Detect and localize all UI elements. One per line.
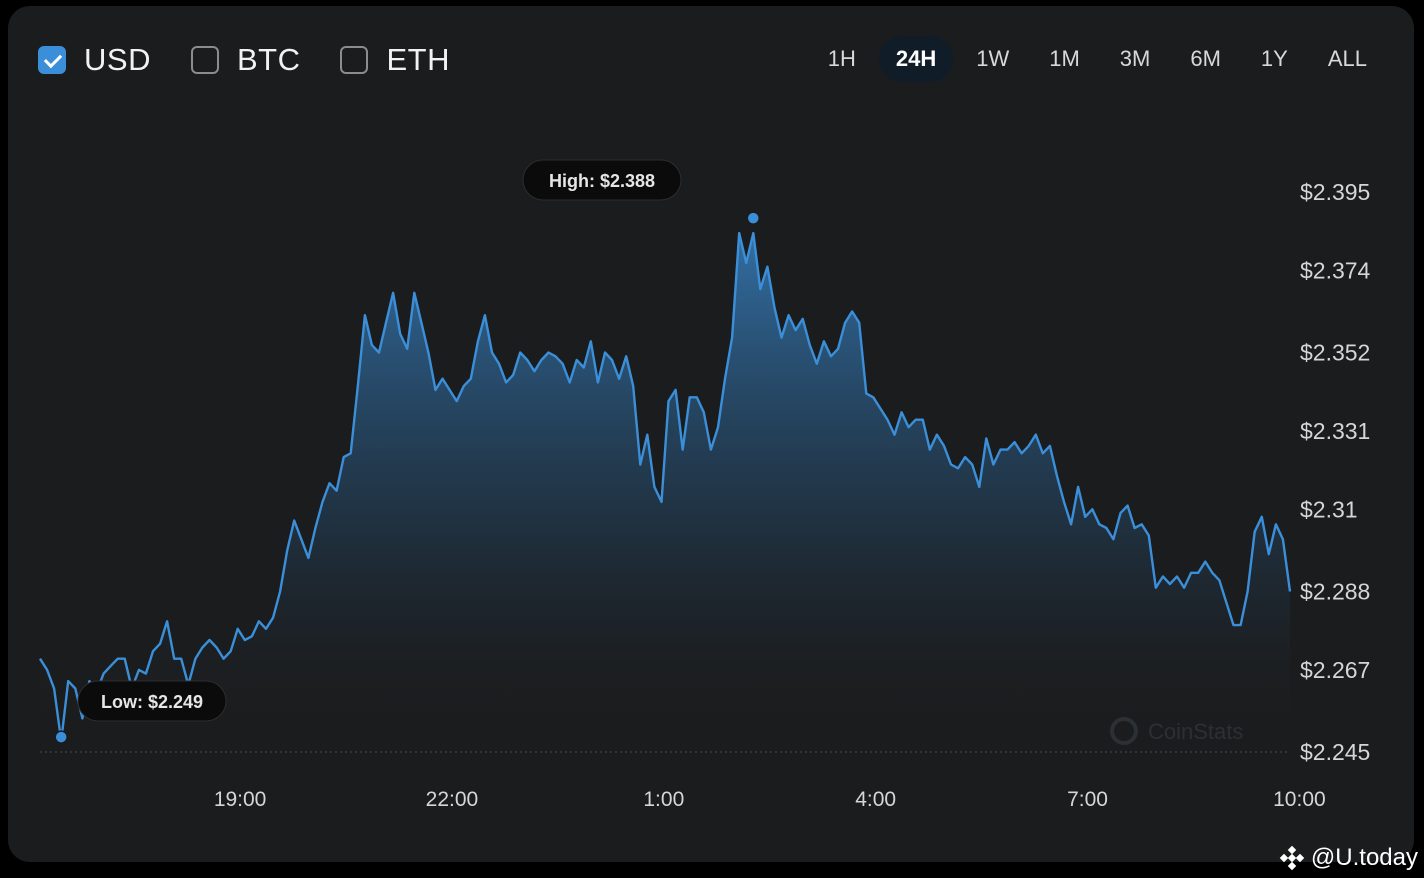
price-area-chart[interactable]: CoinStats $2.395$2.374$2.352$2.331$2.31$… (8, 6, 1414, 862)
checkbox-eth[interactable] (340, 46, 369, 74)
binance-logo-icon (1279, 845, 1305, 871)
attribution: @U.today (1279, 844, 1418, 872)
range-1h[interactable]: 1H (827, 46, 856, 71)
toggle-eth[interactable]: ETH (340, 42, 450, 78)
low-label-pill (77, 680, 227, 722)
price-line (38, 231, 1292, 742)
x-tick-label: 7:00 (1067, 788, 1108, 811)
price-area (40, 233, 1290, 753)
x-tick-label: 4:00 (855, 788, 896, 811)
x-tick-label: 10:00 (1273, 788, 1326, 811)
toggle-usd-label: USD (84, 42, 151, 77)
y-tick-label: $2.374 (1300, 257, 1371, 283)
range-1y[interactable]: 1Y (1260, 46, 1288, 71)
range-24h[interactable]: 24H (878, 36, 954, 82)
coinstats-watermark: CoinStats (1110, 717, 1243, 745)
toggle-btc-label: BTC (236, 42, 301, 77)
high-point-marker (746, 211, 761, 225)
y-tick-label: $2.267 (1300, 657, 1370, 683)
low-label: Low: $2.249 (101, 692, 203, 712)
range-1w[interactable]: 1W (976, 46, 1010, 71)
x-tick-label: 22:00 (426, 788, 479, 811)
y-tick-label: $2.31 (1300, 496, 1358, 522)
time-range-selector: 1H 24H 1W 1M 3M 6M 1Y ALL (805, 36, 1384, 82)
low-point-marker (54, 730, 68, 744)
price-chart-card: USD BTC ETH 1H 24H 1W 1M 3M 6M 1Y ALL (8, 6, 1414, 862)
high-label-pill (522, 159, 682, 201)
toggle-usd[interactable]: USD (38, 42, 151, 78)
y-tick-label: $2.395 (1300, 179, 1370, 205)
high-label: High: $2.388 (549, 171, 655, 191)
y-tick-label: $2.288 (1300, 578, 1370, 604)
toggle-eth-label: ETH (386, 42, 450, 77)
y-tick-label: $2.245 (1300, 739, 1370, 765)
toggle-btc[interactable]: BTC (190, 42, 301, 78)
attribution-text: @U.today (1310, 844, 1418, 871)
y-axis: $2.395 $2.374 $2.352 $2.331 $2.31 $2.288 $2.26… (1300, 179, 1371, 765)
y-tick-label: $2.331 (1300, 418, 1370, 444)
range-all[interactable]: ALL (1327, 46, 1367, 71)
range-1m[interactable]: 1M (1049, 46, 1080, 71)
x-tick-label: 1:00 (643, 788, 684, 811)
y-tick-label: $2.352 (1300, 340, 1370, 366)
range-6m[interactable]: 6M (1190, 46, 1221, 71)
currency-toggles: USD BTC ETH (38, 42, 490, 78)
checkbox-btc[interactable] (190, 46, 219, 74)
range-3m[interactable]: 3M (1119, 46, 1151, 71)
checkbox-usd[interactable] (38, 46, 66, 74)
watermark-text: CoinStats (1148, 719, 1243, 744)
x-tick-label: 19:00 (214, 788, 267, 811)
